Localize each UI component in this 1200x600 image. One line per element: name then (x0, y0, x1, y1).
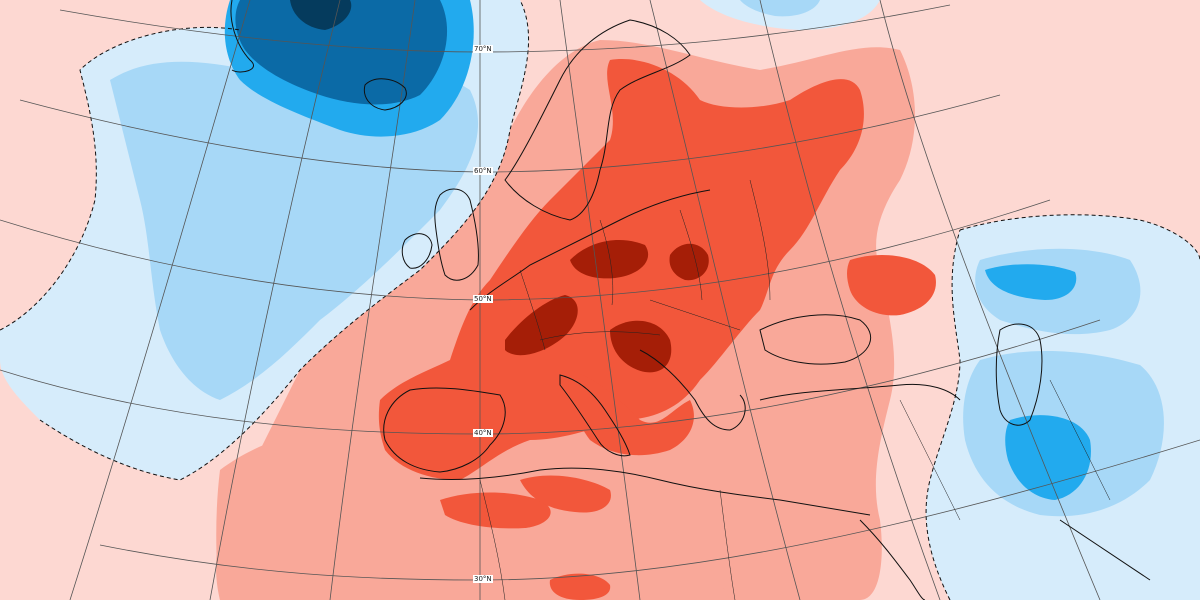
persian-gulf-coast (1059, 519, 1151, 581)
italy-warm-core (568, 370, 694, 456)
turkey-coast (759, 383, 961, 401)
libya-warm-core (520, 475, 611, 513)
anatolia-warm-core (847, 255, 936, 316)
maghreb-warm-core (440, 492, 551, 529)
border-maghreb (479, 479, 506, 600)
arctic-cold-patch-core (740, 0, 820, 17)
latitude-label-60: 60°N (473, 167, 493, 175)
warm-anomaly-layer (216, 40, 936, 600)
latitude-label-70: 70°N (473, 45, 493, 53)
meridian-w20 (209, 0, 341, 600)
meridian-e30 (759, 0, 941, 600)
meridian-w30 (69, 0, 251, 600)
latitude-label-30: 30°N (473, 575, 493, 583)
anatolia-cold-extreme (985, 264, 1077, 300)
west-zero-contour (0, 26, 241, 331)
border-pl-ua (679, 209, 703, 301)
europe-north-coast (469, 189, 711, 311)
parallel-30 (99, 439, 1200, 581)
france-warm-extreme (505, 295, 578, 356)
meridian-e20 (649, 0, 801, 600)
black-sea-coast (759, 314, 872, 365)
atlantic-cold-core (110, 61, 479, 401)
country-borders (479, 179, 1111, 600)
balkans-coast (639, 349, 746, 431)
border-de-pl (599, 219, 614, 306)
meridian-w10 (329, 0, 416, 600)
border-alps (539, 331, 661, 341)
border-fr-de (519, 269, 546, 351)
iceland-coast (363, 78, 407, 111)
latitude-label-40: 40°N (473, 429, 493, 437)
meridian-e40 (879, 0, 1101, 600)
iberia-coast (383, 387, 506, 473)
border-ua-ru (749, 179, 771, 301)
greenland-cold-core (235, 0, 448, 105)
border-libya-egypt (719, 489, 736, 600)
scandinavia-coast (504, 19, 691, 221)
latitude-label-50: 50°N (473, 295, 493, 303)
meridian-e10 (559, 0, 641, 600)
poland-warm-extreme (669, 243, 709, 281)
coastlines (230, 0, 1151, 600)
greenland-cold-extreme (290, 0, 352, 30)
border-balkans (649, 299, 741, 331)
caspian-coast (995, 323, 1043, 426)
north-africa-coast (419, 467, 871, 516)
sahara-warm-core (549, 573, 611, 600)
ireland-coast (401, 233, 433, 269)
border-middle-east (899, 399, 961, 521)
greenland-coast (230, 0, 254, 73)
italy-coast (559, 374, 631, 457)
red-sea-coast (859, 519, 926, 600)
germany-warm-extreme (570, 240, 649, 279)
east-south-zero-contour (925, 229, 961, 600)
border-iran (1049, 379, 1111, 501)
east-zero-contour (959, 214, 1200, 261)
britain-coast (434, 188, 479, 281)
